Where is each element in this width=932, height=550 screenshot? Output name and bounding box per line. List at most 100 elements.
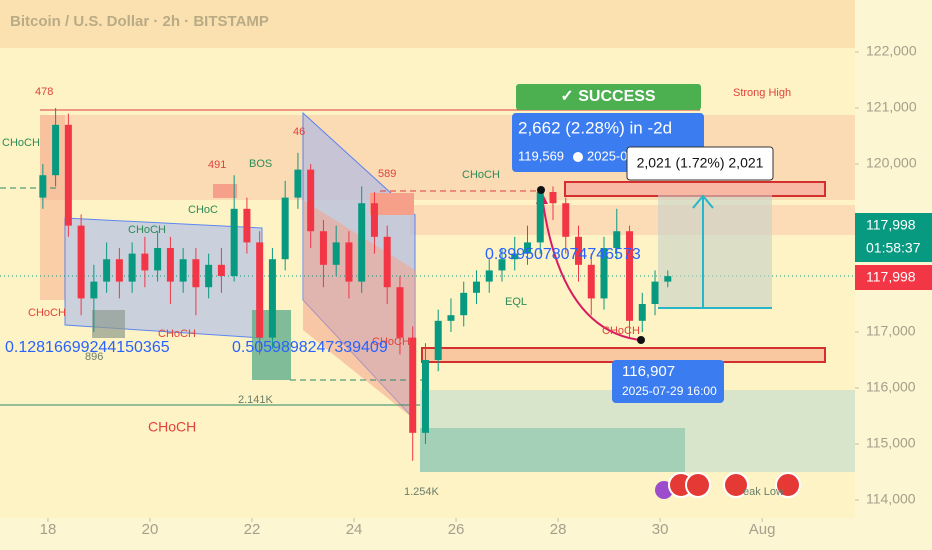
y-tick-label: 121,000: [866, 99, 917, 115]
annotation: 1.254K: [404, 486, 440, 498]
candle-body: [370, 203, 378, 237]
candle-body: [141, 253, 149, 271]
measure-arrowhead: [692, 194, 714, 209]
candle-body: [256, 242, 264, 338]
time-axis: [0, 518, 932, 550]
candle-body: [319, 231, 327, 265]
x-tick-label: Aug: [749, 521, 776, 538]
candle-body: [511, 253, 519, 260]
candle-body: [39, 175, 47, 198]
candle-body: [52, 124, 60, 176]
box: [92, 310, 125, 338]
candle-body: [472, 281, 480, 293]
y-tick-label: 117,000: [866, 323, 916, 339]
x-tick-label: 24: [346, 521, 363, 538]
point: [637, 336, 645, 344]
candle-body: [103, 259, 111, 282]
box: [370, 193, 414, 215]
candle-body: [64, 124, 72, 226]
demand-zone-2: [420, 428, 685, 472]
annotation: eak Low: [743, 486, 784, 498]
success-badge: [516, 84, 701, 110]
x-tick-label: 26: [448, 521, 465, 538]
annotation: 2.141K: [238, 394, 274, 406]
candle-body: [575, 236, 583, 265]
candle-body: [205, 264, 213, 288]
candle-body: [307, 169, 315, 232]
candle-body: [294, 169, 302, 198]
point: [537, 186, 545, 194]
candle-body: [498, 259, 506, 271]
x-tick-label: 18: [40, 521, 57, 538]
price-tag-countdown: 01:58:37: [866, 240, 921, 256]
icon: [685, 472, 711, 498]
y-tick-label: 116,000: [866, 379, 916, 395]
curved-arrow: [541, 195, 641, 341]
annotation: Strong High: [733, 87, 791, 99]
annotation: 0.5059898247339409: [232, 339, 388, 356]
candle-body: [434, 320, 442, 361]
price-tag: [855, 213, 932, 262]
tooltip-line: 2,662 (2.28%) in -2d: [518, 118, 672, 137]
candle-body: [460, 292, 468, 316]
low-date: 2025-07-29 16:00: [622, 384, 717, 398]
annotation: CHoCH: [148, 419, 196, 435]
x-tick-label: 30: [652, 521, 669, 538]
support-box: [421, 347, 826, 363]
candle-body: [166, 248, 174, 282]
annotation: CHoCH: [158, 328, 196, 340]
tooltip-price: 119,569: [518, 148, 564, 163]
icon: [723, 472, 749, 498]
candle-body: [128, 253, 136, 282]
candle-body: [281, 197, 289, 260]
candle-body: [383, 236, 391, 288]
clock-icon: [573, 152, 583, 162]
annotation: 46: [293, 126, 305, 138]
candle-body: [243, 208, 251, 243]
annotation: 0.12816699244150365: [5, 339, 170, 356]
candle-body: [651, 281, 659, 305]
candle-body: [230, 208, 238, 277]
candle-body: [664, 276, 672, 282]
annotation: 478: [35, 86, 53, 98]
y-tick-label: 120,000: [866, 155, 917, 171]
candle-body: [345, 242, 353, 282]
candle-body: [90, 281, 98, 299]
top-zone: [0, 0, 855, 48]
annotation: CHoCH: [28, 307, 66, 319]
low-price: 116,907: [622, 363, 675, 380]
annotation: 589: [378, 168, 396, 180]
candle-body: [409, 337, 417, 433]
candle-body: [626, 231, 634, 321]
candle-body: [562, 203, 570, 237]
icon: [775, 472, 801, 498]
candle-body: [358, 203, 366, 282]
candle-body: [536, 192, 544, 243]
success-text: ✓ SUCCESS: [560, 88, 656, 105]
candle-body: [485, 270, 493, 282]
price-tag: [855, 265, 932, 290]
supply-zone-2: [410, 205, 855, 235]
candle-body: [600, 248, 608, 299]
annotation: BOS: [249, 158, 272, 170]
annotation: 896: [85, 351, 103, 363]
annotation: CHoC: [188, 204, 218, 216]
candle-body: [549, 192, 557, 204]
annotation: CHoCH: [372, 336, 410, 348]
y-tick-label: 114,000: [866, 491, 916, 507]
candle-body: [523, 242, 531, 254]
candle-body: [421, 360, 429, 433]
candle-body: [332, 242, 340, 265]
box: [213, 184, 237, 198]
y-tick-label: 115,000: [866, 435, 916, 451]
measure-box: [658, 195, 772, 308]
candle-body: [217, 264, 225, 277]
annotation: 491: [208, 159, 226, 171]
candle-body: [268, 259, 276, 338]
resistance-box: [564, 181, 826, 197]
event-icons: [655, 472, 801, 499]
annotation: EQL: [505, 296, 527, 308]
candle-body: [396, 287, 404, 338]
candle-body: [179, 259, 187, 282]
